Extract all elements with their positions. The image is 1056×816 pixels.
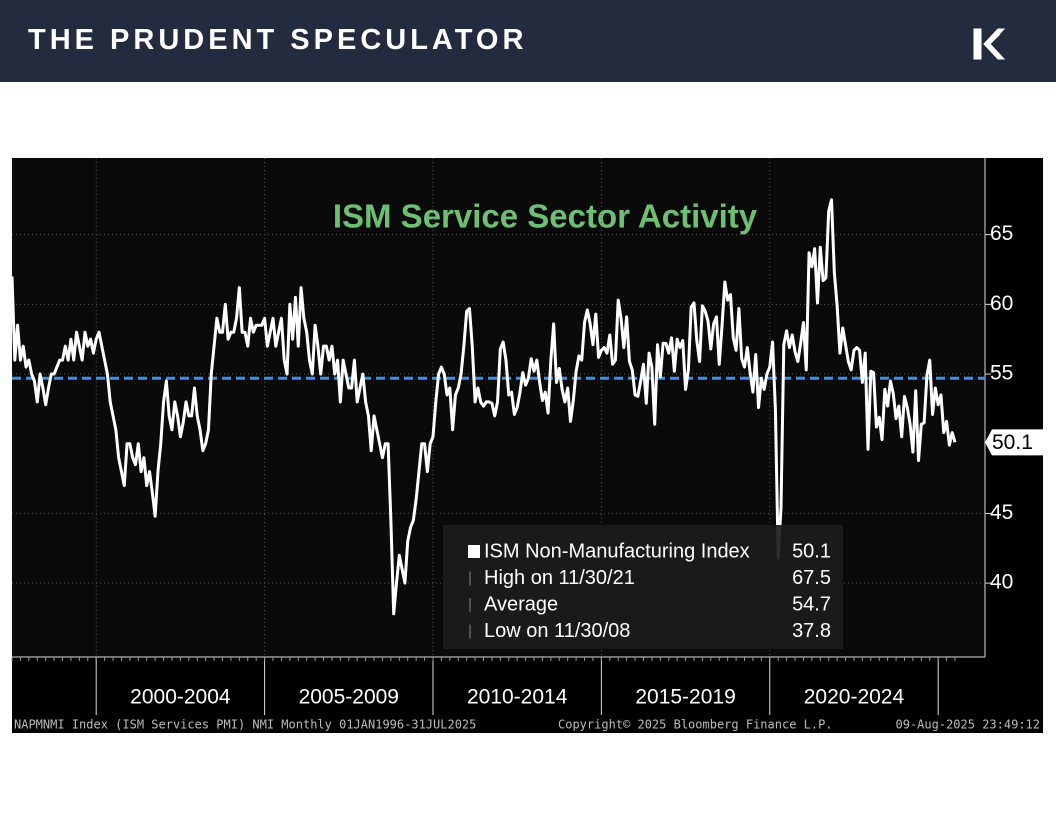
- legend-label: Low on 11/30/08: [484, 620, 630, 642]
- y-tick-label: 55: [990, 362, 1013, 385]
- footer-right: 09-Aug-2025 23:49:12: [896, 718, 1041, 732]
- y-tick-label: 45: [990, 501, 1013, 524]
- legend-value: 50.1: [792, 540, 831, 562]
- legend-label: High on 11/30/21: [484, 567, 635, 589]
- footer-center: Copyright© 2025 Bloomberg Finance L.P.: [558, 718, 833, 732]
- x-tick-label: 2005-2009: [299, 686, 399, 709]
- brand-logo: [973, 28, 1006, 60]
- legend-swatch: [468, 545, 480, 558]
- x-tick-label: 2000-2004: [130, 686, 231, 709]
- y-tick-label: 60: [990, 292, 1013, 315]
- series-line: [10, 198, 957, 616]
- last-value-label: 50.1: [992, 431, 1033, 454]
- legend-label: Average: [484, 593, 558, 615]
- legend-value: 54.7: [792, 593, 831, 615]
- x-tick-label: 2010-2014: [467, 686, 568, 709]
- y-tick-label: 40: [990, 571, 1013, 594]
- last-value-tag: [985, 429, 1043, 456]
- header-bar: THE PRUDENT SPECULATOR: [0, 0, 1056, 82]
- x-tick-label: 2020-2024: [804, 686, 905, 709]
- chart-title: ISM Service Sector Activity: [333, 198, 758, 235]
- x-tick-label: 2015-2019: [635, 686, 735, 709]
- footer-left: NAPMNMI Index (ISM Services PMI) NMI Mon…: [14, 718, 476, 732]
- legend-value: 67.5: [792, 567, 831, 589]
- y-tick-label: 65: [990, 222, 1013, 245]
- legend-value: 37.8: [792, 620, 831, 642]
- legend-box: [443, 525, 843, 649]
- legend-label: ISM Non-Manufacturing Index: [484, 540, 750, 562]
- brand-title: THE PRUDENT SPECULATOR: [28, 24, 528, 56]
